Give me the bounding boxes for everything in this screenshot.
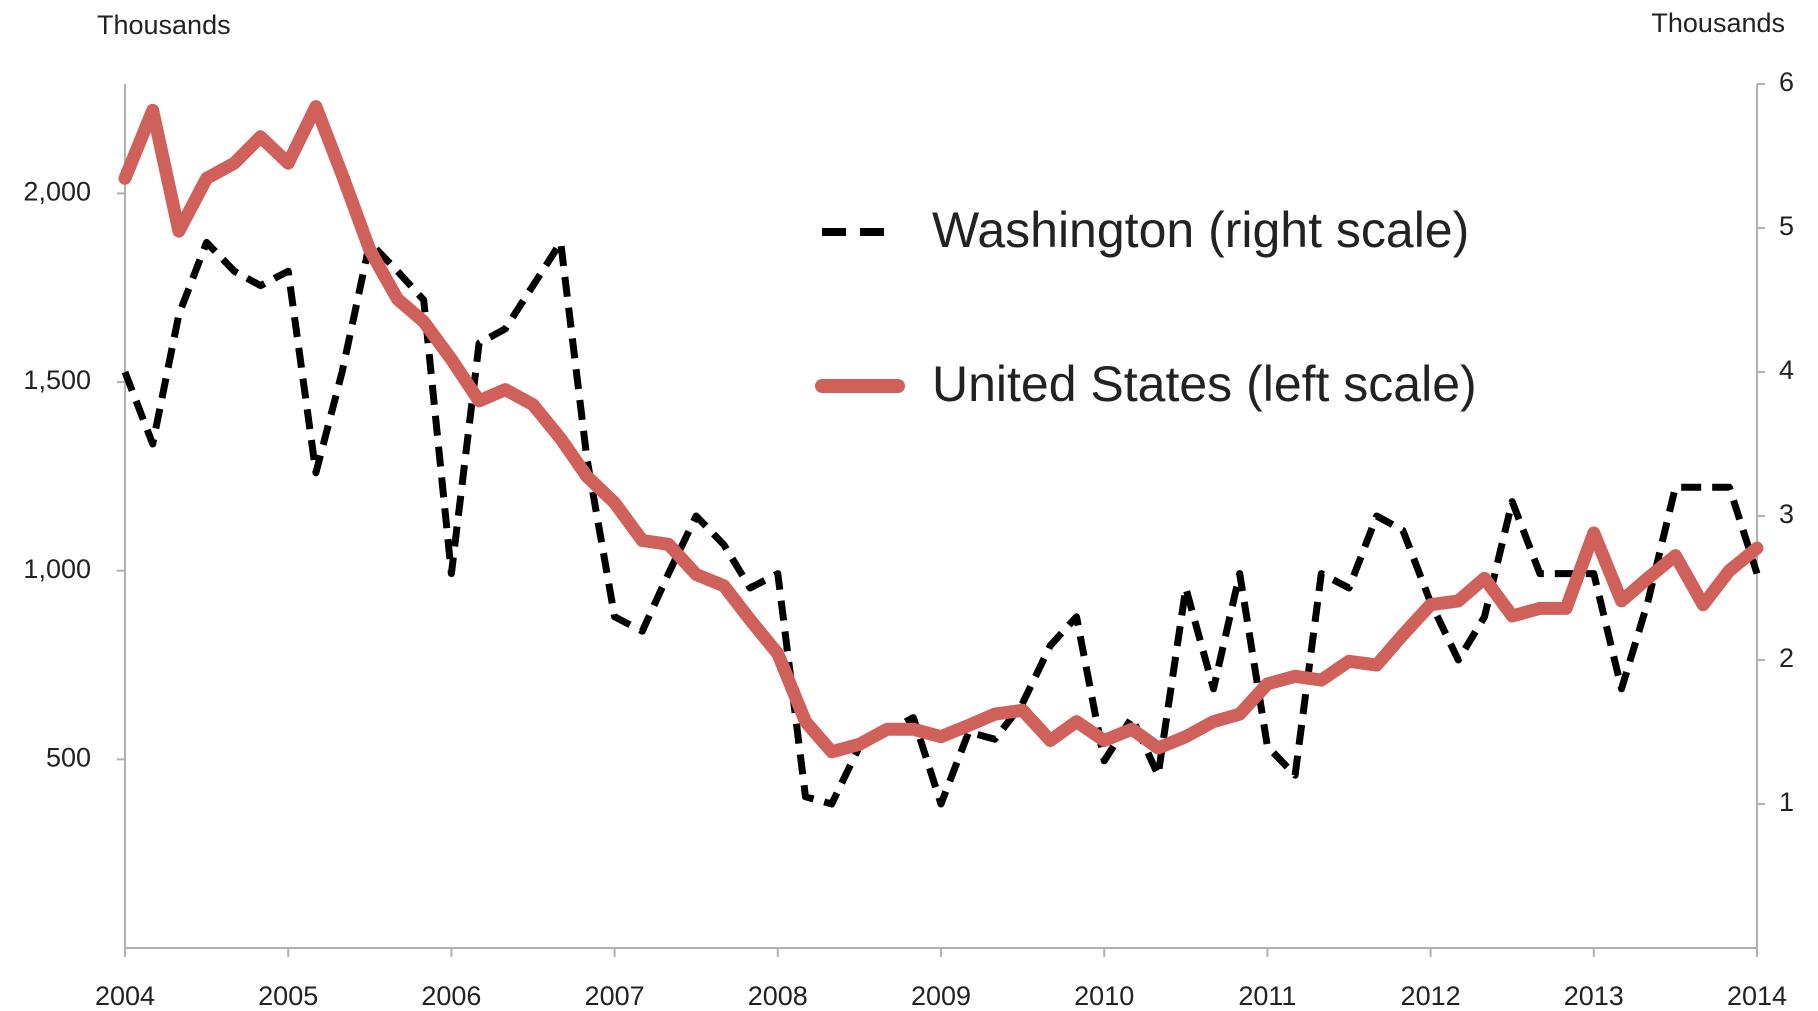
x-tick-label: 2008 [748,981,808,1011]
x-tick-label: 2011 [1238,981,1296,1011]
y2-tick-label: 3 [1779,499,1794,529]
x-tick-label: 2005 [258,981,318,1011]
y2-tick-label: 2 [1779,643,1794,673]
y-tick-label: 1,500 [23,365,91,395]
x-tick-label: 2012 [1401,981,1461,1011]
y-tick-label: 500 [46,742,91,772]
y-axis-label: Thousands [97,10,231,40]
x-tick-label: 2014 [1727,981,1787,1011]
y-tick-label: 2,000 [23,177,91,207]
series-line [118,100,1764,759]
x-tick-label: 2006 [421,981,481,1011]
y2-tick-label: 5 [1779,211,1794,241]
y2-tick-label: 4 [1779,355,1794,385]
y2-tick-label: 1 [1779,787,1794,817]
series-line [121,238,1761,808]
legend-label: Washington (right scale) [932,202,1469,258]
y2-axis-label: Thousands [1651,8,1785,38]
x-tick-label: 2013 [1564,981,1624,1011]
x-tick-label: 2010 [1074,981,1134,1011]
legend-label: United States (left scale) [932,356,1477,412]
x-tick-label: 2004 [95,981,155,1011]
x-tick-label: 2009 [911,981,971,1011]
x-tick-label: 2007 [585,981,645,1011]
y2-tick-label: 6 [1779,67,1794,97]
y-tick-label: 1,000 [23,554,91,584]
